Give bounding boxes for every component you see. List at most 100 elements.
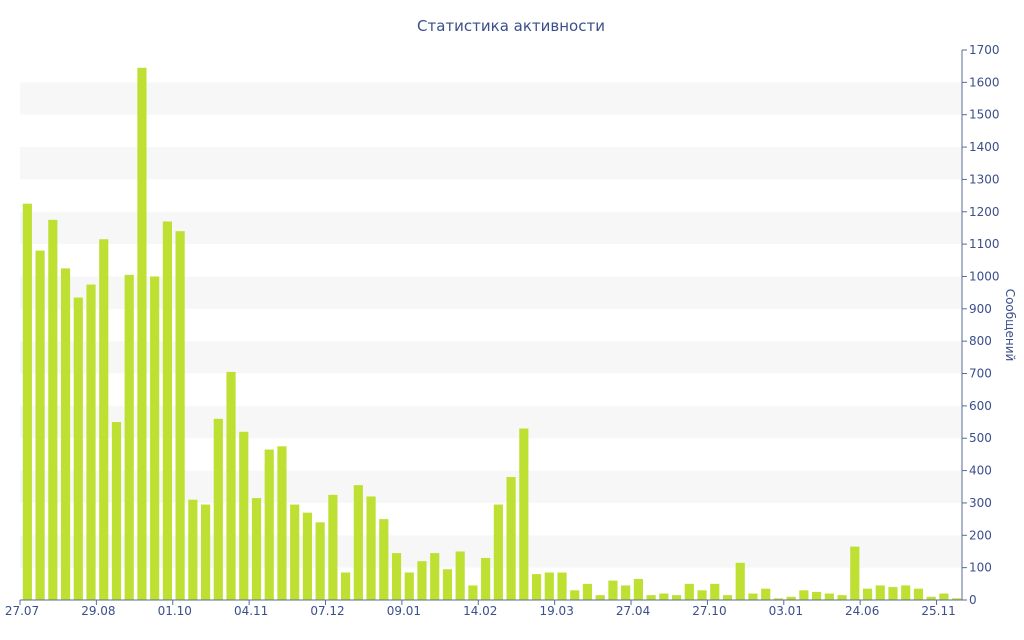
grid-band (20, 211, 962, 245)
bar (226, 371, 236, 600)
bar (684, 583, 694, 600)
bar (86, 284, 96, 600)
bar (875, 585, 885, 600)
x-axis: 27.07 29.08 01.10 04.11 07.12 09.01 14.02 19.03… (5, 600, 956, 618)
x-tick-label: 24.06 (845, 604, 879, 618)
bar (188, 499, 198, 600)
bar (315, 522, 325, 600)
bar (531, 574, 542, 600)
bar (939, 593, 949, 600)
bar (557, 572, 567, 600)
y-tick-label: 100 (969, 561, 992, 575)
y-tick-label: 1700 (969, 43, 1000, 57)
bar (608, 580, 618, 600)
bar (812, 591, 822, 600)
bar (633, 578, 643, 600)
grid-band (20, 276, 962, 309)
y-tick-label: 800 (969, 334, 992, 348)
bar (671, 595, 682, 600)
y-tick-label: 1100 (969, 237, 1000, 251)
bar (493, 504, 503, 600)
bar (595, 595, 605, 600)
bar (277, 446, 287, 600)
y-tick-label: 1300 (969, 172, 1000, 186)
bar (73, 297, 83, 600)
y-tick-label: 0 (969, 593, 977, 607)
bar (544, 572, 554, 600)
bar (391, 553, 402, 600)
grid-band (20, 147, 962, 180)
y-tick-label: 500 (969, 431, 992, 445)
bar (366, 496, 376, 600)
bar (659, 593, 669, 600)
bar (162, 221, 172, 600)
bar (837, 595, 847, 600)
x-tick-label: 09.01 (387, 604, 421, 618)
bar (570, 590, 580, 600)
x-tick-label: 03.01 (769, 604, 803, 618)
y-tick-label: 200 (969, 528, 992, 542)
bar (111, 422, 122, 600)
y-tick-label: 1000 (969, 269, 1000, 283)
x-tick-label: 04.11 (234, 604, 268, 618)
x-tick-label: 29.08 (81, 604, 115, 618)
y-tick-label: 700 (969, 367, 992, 381)
x-tick-label: 14.02 (463, 604, 497, 618)
bar (646, 595, 656, 600)
grid-band (20, 470, 962, 503)
x-tick-label: 07.12 (310, 604, 344, 618)
bar (124, 274, 134, 600)
bar (735, 562, 745, 600)
y-tick-label: 400 (969, 464, 992, 478)
bar (290, 504, 300, 600)
bar (952, 598, 962, 600)
bar (799, 590, 809, 600)
bar (710, 583, 720, 600)
bar (404, 572, 414, 600)
bars (22, 67, 962, 601)
bar (353, 485, 363, 600)
grid-band (20, 405, 962, 439)
y-tick-label: 600 (969, 399, 992, 413)
bar (761, 588, 771, 600)
bar (175, 231, 185, 601)
bar (913, 588, 924, 600)
grid-band (20, 535, 962, 568)
bar (468, 585, 478, 600)
bar (213, 418, 223, 600)
bar (519, 428, 529, 600)
x-tick-label: 27.04 (616, 604, 650, 618)
bar (506, 477, 516, 600)
bar (481, 557, 491, 600)
y-tick-label: 300 (969, 496, 992, 510)
bar (773, 598, 784, 600)
bar (251, 498, 262, 600)
bar (302, 512, 313, 600)
bar (48, 219, 58, 600)
bar (328, 494, 338, 600)
bar (824, 593, 834, 600)
bar (35, 250, 45, 600)
bar (621, 585, 631, 600)
x-tick-label: 27.07 (5, 604, 39, 618)
x-tick-label: 25.11 (921, 604, 955, 618)
bar (150, 276, 160, 600)
bar (926, 596, 936, 600)
bar (430, 553, 440, 600)
bar (582, 583, 593, 600)
y-tick-label: 1200 (969, 205, 1000, 219)
bar (379, 519, 389, 600)
bar (22, 203, 32, 601)
bar (200, 504, 211, 600)
y-tick-label: 1400 (969, 140, 1000, 154)
bar (60, 268, 71, 600)
chart-title: Статистика активности (417, 17, 605, 35)
bar (455, 551, 465, 600)
bar (786, 596, 796, 600)
x-tick-label: 27.10 (692, 604, 726, 618)
y-tick-label: 1500 (969, 108, 1000, 122)
bar (239, 431, 249, 600)
bar (417, 561, 427, 600)
bar (697, 590, 707, 600)
bar (442, 569, 453, 600)
